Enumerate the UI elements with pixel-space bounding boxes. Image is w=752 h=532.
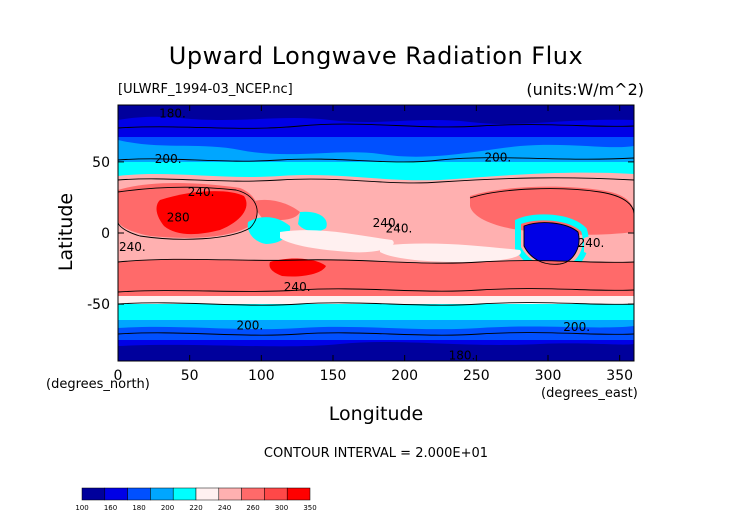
plot-area: 180.200. 200.240.280 240.240.240. 240.240.2…	[118, 105, 634, 362]
maritime-cyan-1	[247, 217, 291, 244]
colorbar-swatch	[172, 487, 197, 501]
contour-label: 240.	[578, 236, 605, 250]
source-file-label: [ULWRF_1994-03_NCEP.nc]	[118, 82, 293, 97]
colorbar-swatch	[195, 487, 220, 501]
chart-title: Upward Longwave Radiation Flux	[168, 42, 584, 70]
amazon-blue	[524, 222, 580, 265]
x-tick-label: 50	[181, 368, 199, 384]
contour-label: 240.	[373, 216, 400, 230]
contour-label: 200.	[484, 151, 511, 165]
colorbar-swatch	[218, 487, 242, 501]
southern-ocean-blue	[118, 326, 634, 340]
y-axis-label: Latitude	[55, 192, 77, 272]
america-red	[470, 186, 634, 235]
colorbar-swatch	[150, 487, 174, 501]
contour-label: 200.	[563, 320, 590, 334]
colorbar-level-label: 300	[275, 504, 288, 512]
contour-label: 240.	[119, 240, 146, 254]
contour-label: 180.	[449, 348, 476, 362]
australia-hot	[269, 258, 326, 277]
contour-label: 180.	[159, 107, 186, 121]
colorbar-level-label: 200	[161, 504, 174, 512]
colorbar-level-label: 180	[132, 504, 145, 512]
arctic-dark-patch	[118, 105, 634, 124]
colorbar-level-label: 160	[104, 504, 117, 512]
x-tick-label: 0	[114, 368, 123, 384]
colorbar-swatch	[81, 487, 106, 501]
contour-label: 240.	[188, 185, 215, 199]
band-south-midlat	[118, 304, 634, 320]
x-tick-label: 250	[463, 368, 490, 384]
colorbar-swatch	[241, 487, 265, 501]
contour-label: 240.	[284, 280, 311, 294]
colorbar-level-label: 220	[189, 504, 202, 512]
contour-label: 240.	[386, 222, 413, 236]
colorbar-level-label: 350	[303, 504, 316, 512]
colorbar-swatch	[127, 487, 151, 501]
south-atlantic-pink	[584, 234, 634, 261]
x-tick-label: 100	[248, 368, 275, 384]
units-label: (units:W/m^2)	[526, 80, 644, 99]
colorbar-swatch	[286, 487, 311, 501]
south-pacific-light	[380, 243, 521, 262]
sahara-hot	[156, 191, 247, 235]
maritime-cyan-2	[298, 211, 327, 232]
contour-label: 280	[167, 210, 190, 224]
contour-lines	[118, 123, 634, 336]
contour-interval-label: CONTOUR INTERVAL = 2.000E+01	[263, 446, 489, 461]
y-tick-label: 0	[101, 226, 110, 242]
x-axis-label: Longitude	[328, 403, 424, 425]
south-red-band	[118, 259, 634, 293]
x-tick-label: 200	[391, 368, 418, 384]
colorbar-swatch	[104, 487, 128, 501]
antarctic-dark	[118, 342, 634, 361]
contour-label: 200.	[237, 318, 264, 332]
north-cyan-edge	[118, 140, 634, 162]
x-tick-label: 300	[535, 368, 562, 384]
maritime-white	[280, 230, 394, 253]
colorbar-level-label: 240	[218, 504, 231, 512]
y-tick-label: 50	[92, 155, 110, 171]
north-pink-wave	[118, 172, 634, 194]
y-tick-label: -50	[87, 297, 110, 313]
colorbar-level-label: 100	[75, 504, 88, 512]
x-tick-label: 150	[320, 368, 347, 384]
colorbar-level-label: 260	[246, 504, 259, 512]
india-red	[250, 199, 300, 220]
colorbar-swatch	[264, 487, 288, 501]
y-axis-unit-label: (degrees_north)	[46, 377, 150, 392]
band-south-transition	[118, 296, 634, 304]
x-tick-label: 350	[606, 368, 633, 384]
contour-label: 200.	[155, 152, 182, 166]
x-axis-unit-label: (degrees_east)	[541, 386, 638, 401]
